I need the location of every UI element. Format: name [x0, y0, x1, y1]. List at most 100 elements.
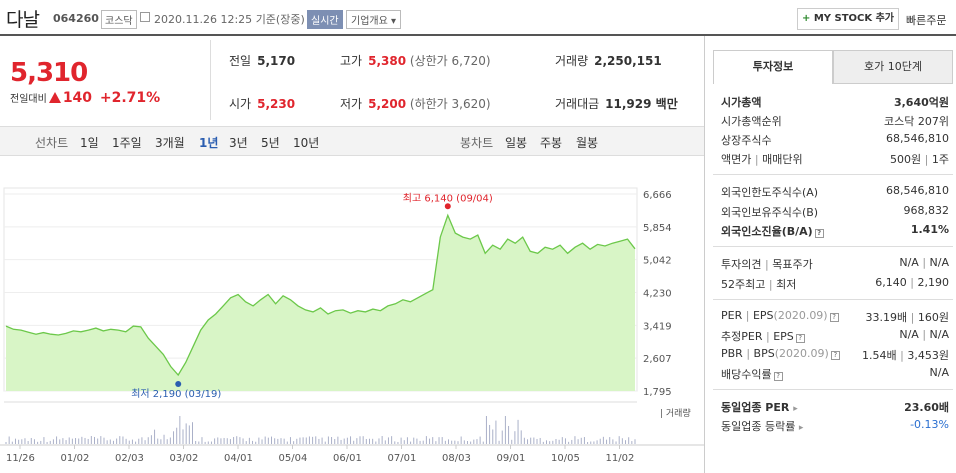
add-my-stock-button[interactable]: + MY STOCK 추가 — [797, 8, 899, 30]
x-tick-label: 10/05 — [551, 453, 580, 464]
help-icon[interactable]: ? — [773, 372, 783, 381]
low-marker — [175, 381, 182, 388]
eps-label: EPS — [752, 309, 774, 322]
quick-order-link[interactable]: 빠른주문 — [906, 14, 947, 27]
industry-change-value: -0.13% — [910, 418, 949, 431]
prev-close-label: 전일 — [229, 54, 252, 68]
help-icon[interactable]: ? — [830, 351, 840, 360]
y-tick-label: 1,795 — [643, 387, 672, 398]
price-change: 전일대비 140 +2.71% — [10, 90, 160, 106]
divider — [713, 246, 953, 247]
x-tick-label: 05/04 — [279, 453, 308, 464]
price-chart: 6,666 5,854 5,042 4,230 3,419 2,607 1,795 최고 6,… — [0, 187, 704, 464]
low-label: 최저 2,190 (03/19) — [131, 388, 221, 400]
per-label: PER — [721, 309, 743, 322]
foreign-hold-label: 외국인보유주식수(B) — [721, 206, 819, 219]
company-overview-dropdown[interactable]: 기업개요 ▾ — [346, 10, 402, 29]
change-percent: +2.71% — [99, 90, 161, 106]
est-eps-value: N/A — [929, 328, 949, 341]
prev-close: 전일 5,170 — [229, 52, 295, 69]
realtime-button[interactable]: 실시간 — [307, 10, 343, 29]
x-tick-label: 02/03 — [115, 453, 144, 464]
shares-label: 상장주식수 — [721, 134, 772, 147]
info-tabs: 투자정보 호가 10단계 — [713, 50, 953, 84]
period-10y[interactable]: 10년 — [293, 136, 320, 150]
high-price: 고가 5,380 (상한가 6,720) — [340, 52, 491, 69]
trade-amount: 거래대금 11,929 백만 — [555, 95, 678, 112]
period-3y[interactable]: 3년 — [229, 136, 248, 150]
y-tick-label: 2,607 — [643, 354, 672, 365]
unit-label: 매매단위 — [762, 153, 803, 166]
industry-per-label: 동일업종 PER — [721, 401, 790, 414]
plus-icon: + — [801, 13, 811, 24]
current-price: 5,310 — [10, 58, 88, 88]
y-tick-label: 5,042 — [643, 256, 672, 267]
help-icon[interactable]: ? — [814, 229, 824, 238]
volume: 거래량 2,250,151 — [555, 52, 662, 69]
price-line — [5, 213, 636, 377]
chevron-down-icon: ▾ — [391, 16, 397, 27]
dividend-value: N/A — [929, 366, 949, 379]
par-value: 500원 — [890, 153, 922, 166]
w52-low-value: 2,190 — [917, 276, 950, 289]
industry-change-label: 동일업종 등락률 — [721, 420, 796, 433]
x-tick-label: 08/03 — [442, 453, 471, 464]
period-5y[interactable]: 5년 — [261, 136, 280, 150]
x-tick-label: 09/01 — [497, 453, 526, 464]
bps-label: BPS — [753, 347, 775, 360]
shares-value: 68,546,810 — [886, 132, 949, 145]
eps-period: (2020.09) — [773, 309, 828, 322]
chevron-right-icon: ▸ — [798, 423, 804, 433]
up-triangle-icon — [48, 92, 61, 103]
open-value: 5,230 — [257, 97, 296, 111]
divider — [210, 40, 211, 120]
open-price: 시가 5,230 — [229, 95, 295, 112]
company-overview-label: 기업개요 — [351, 16, 388, 27]
foreign-ratio-label: 외국인소진율(B/A) — [721, 225, 813, 238]
prev-close-value: 5,170 — [257, 54, 296, 68]
stock-code: 064260 — [53, 12, 99, 25]
tab-order-book[interactable]: 호가 10단계 — [833, 50, 953, 84]
period-3m[interactable]: 3개월 — [155, 136, 185, 150]
change-label: 전일대비 — [10, 94, 47, 105]
foreign-limit-value: 68,546,810 — [886, 184, 949, 197]
datetime-text: 2020.11.26 12:25 — [154, 13, 253, 26]
help-icon[interactable]: ? — [829, 313, 839, 322]
y-tick-label: 3,419 — [643, 321, 672, 332]
lower-limit: (하한가 3,620) — [409, 97, 491, 111]
period-1y[interactable]: 1년 — [199, 136, 219, 150]
low-label: 저가 — [340, 97, 363, 111]
tab-invest-info[interactable]: 투자정보 — [713, 50, 833, 84]
period-1w[interactable]: 1주일 — [112, 136, 142, 150]
upper-limit: (상한가 6,720) — [409, 54, 491, 68]
w52-high-value: 6,140 — [875, 276, 907, 289]
bps-period: (2020.09) — [774, 347, 829, 360]
divider — [713, 174, 953, 175]
help-icon[interactable]: ? — [795, 334, 805, 343]
period-selector: 선차트 1일 1주일 3개월 1년 3년 5년 10년 봉차트 일봉 주봉 월봉 — [0, 126, 704, 156]
high-label: 고가 — [340, 54, 363, 68]
high-value: 5,380 — [368, 54, 407, 68]
eps-value: 160원 — [917, 311, 949, 324]
amount-value: 11,929 백만 — [605, 97, 678, 111]
candle-daily[interactable]: 일봉 — [505, 136, 528, 150]
stock-header: 다날 064260 코스닥 2020.11.26 12:25 기준(장중) 실시… — [0, 0, 956, 36]
w52-high-label: 52주최고 — [721, 278, 766, 291]
x-tick-label: 11/02 — [606, 453, 635, 464]
est-per-label: 추정PER — [721, 330, 763, 343]
market-cap-rank-label: 시가총액순위 — [721, 115, 782, 128]
volume-value: 2,250,151 — [594, 54, 662, 68]
industry-per-value: 23.60배 — [904, 401, 949, 414]
invest-info-panel: 투자정보 호가 10단계 시가총액 3,640억원 시가총액순위 코스닥 207위 … — [704, 36, 956, 473]
calendar-icon — [140, 12, 150, 22]
market-cap-value: 3,640억원 — [893, 96, 949, 109]
candle-weekly[interactable]: 주봉 — [540, 136, 563, 150]
candle-monthly[interactable]: 월봉 — [576, 136, 599, 150]
y-tick-label: 4,230 — [643, 289, 672, 300]
divider — [713, 299, 953, 300]
period-1d[interactable]: 1일 — [80, 136, 99, 150]
low-value: 5,200 — [368, 97, 407, 111]
opinion-label: 투자의견 — [721, 258, 762, 271]
basis-text: 기준(장중) — [255, 13, 305, 26]
foreign-limit-label: 외국인한도주식수(A) — [721, 186, 819, 199]
